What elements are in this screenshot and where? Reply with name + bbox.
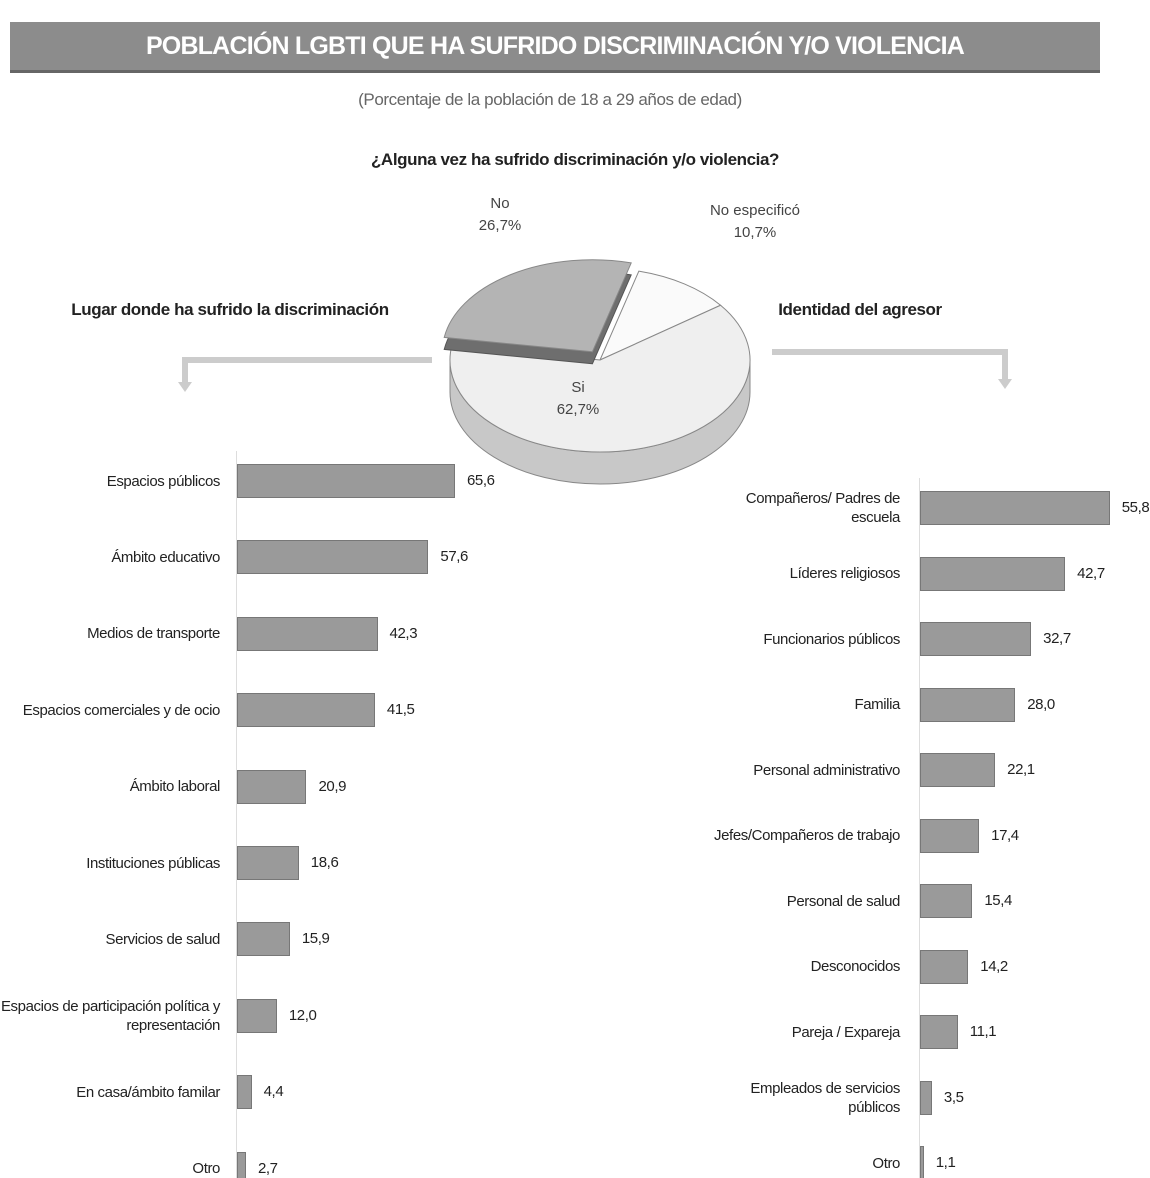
bar [237,616,378,651]
bar [920,884,973,918]
bar [920,1080,932,1115]
bar [920,1015,958,1049]
title-band [10,22,1100,73]
value-label: 3,5 [943,1088,964,1106]
value-label: 15,4 [984,892,1012,909]
pie-category-label: Si [571,379,584,396]
category-label: Jefes/Compañeros de trabajo [714,827,900,844]
value-label: 15,9 [301,930,330,948]
category-label: Otro [872,1154,900,1172]
arrow-left [182,357,432,385]
category-label: Compañeros/ Padres de escuela [745,490,901,526]
value-label: 1,1 [935,1154,956,1171]
bar [237,1075,252,1110]
value-label: 18,6 [310,854,339,871]
bar [237,1151,246,1178]
bar [237,998,277,1033]
value-label: 20,9 [318,777,347,795]
bar [920,818,980,853]
category-label: Servicios de salud [105,930,220,948]
arrow-head [998,379,1012,389]
category-label: En casa/ámbito familar [76,1083,220,1101]
pie-value-label: 62,7% [557,401,600,418]
bar [920,753,996,787]
bar [237,693,375,728]
value-label: 12,0 [288,1006,317,1024]
value-label: 57,6 [440,548,468,566]
bar [920,622,1032,656]
bar [237,540,429,575]
category-label: Espacios comerciales y de ocio [22,701,221,719]
bar [237,464,455,498]
category-label: Personal de salud [786,892,901,910]
value-label: 41,5 [386,701,415,719]
value-label: 17,4 [991,826,1019,844]
category-label: Personal administrativo [753,761,900,779]
pie-slice [449,304,751,453]
bar [920,1146,924,1178]
axis-line [919,478,920,1178]
category-label: Espacios de participación política y rep… [0,997,220,1034]
category-label: Funcionarios públicos [763,630,900,648]
pie-slice [599,270,722,361]
category-label: Líderes religiosos [789,565,901,582]
bar [237,922,290,957]
value-label: 32,7 [1043,630,1071,647]
pie-slice [443,259,632,353]
bar [920,949,969,984]
value-label: 11,1 [969,1023,997,1040]
value-label: 22,1 [1007,761,1035,778]
category-label: Otro [192,1160,220,1178]
value-label: 65,6 [466,472,495,489]
pie-title: ¿Alguna vez ha sufrido discriminación y/… [370,150,780,169]
category-label: Espacios públicos [106,472,221,490]
value-label: 4,4 [263,1083,284,1101]
pie-value-label: 10,7% [734,224,777,241]
category-label: Ámbito educativo [111,548,220,566]
category-label: Desconocidos [810,958,901,975]
value-label: 55,8 [1121,499,1150,516]
category-label: Empleados de servicios públicos [750,1079,900,1116]
category-label: Instituciones públicas [86,854,220,872]
value-label: 2,7 [257,1159,278,1177]
left-heading: Lugar donde ha sufrido la discriminación [71,300,389,319]
pie-category-label: No [490,195,509,212]
page-subtitle: (Porcentaje de la población de 18 a 29 a… [358,90,742,109]
pie: No especificó 10,7% Si 62,7% No 26,7% [443,195,800,485]
category-label: Medios de transporte [87,625,220,643]
value-label: 42,3 [389,624,418,642]
pie-category-label: No especificó [710,202,800,219]
category-label: Familia [854,696,900,713]
value-label: 28,0 [1027,695,1055,713]
value-label: 14,2 [980,957,1008,975]
value-label: 42,7 [1077,564,1105,582]
bar [237,846,299,880]
right-heading: Identidad del agresor [778,300,942,319]
category-label: Pareja / Expareja [791,1023,901,1041]
arrow-head [178,382,192,392]
bar [920,491,1110,525]
category-label: Ámbito laboral [129,778,221,796]
axis-line [236,451,237,1178]
bar [920,556,1066,591]
bar [237,769,307,804]
page-title: POBLACIÓN LGBTI QUE HA SUFRIDO DISCRIMIN… [145,32,965,60]
arrow-right [772,349,1008,382]
bar [920,687,1016,722]
pie-value-label: 26,7% [479,217,522,234]
